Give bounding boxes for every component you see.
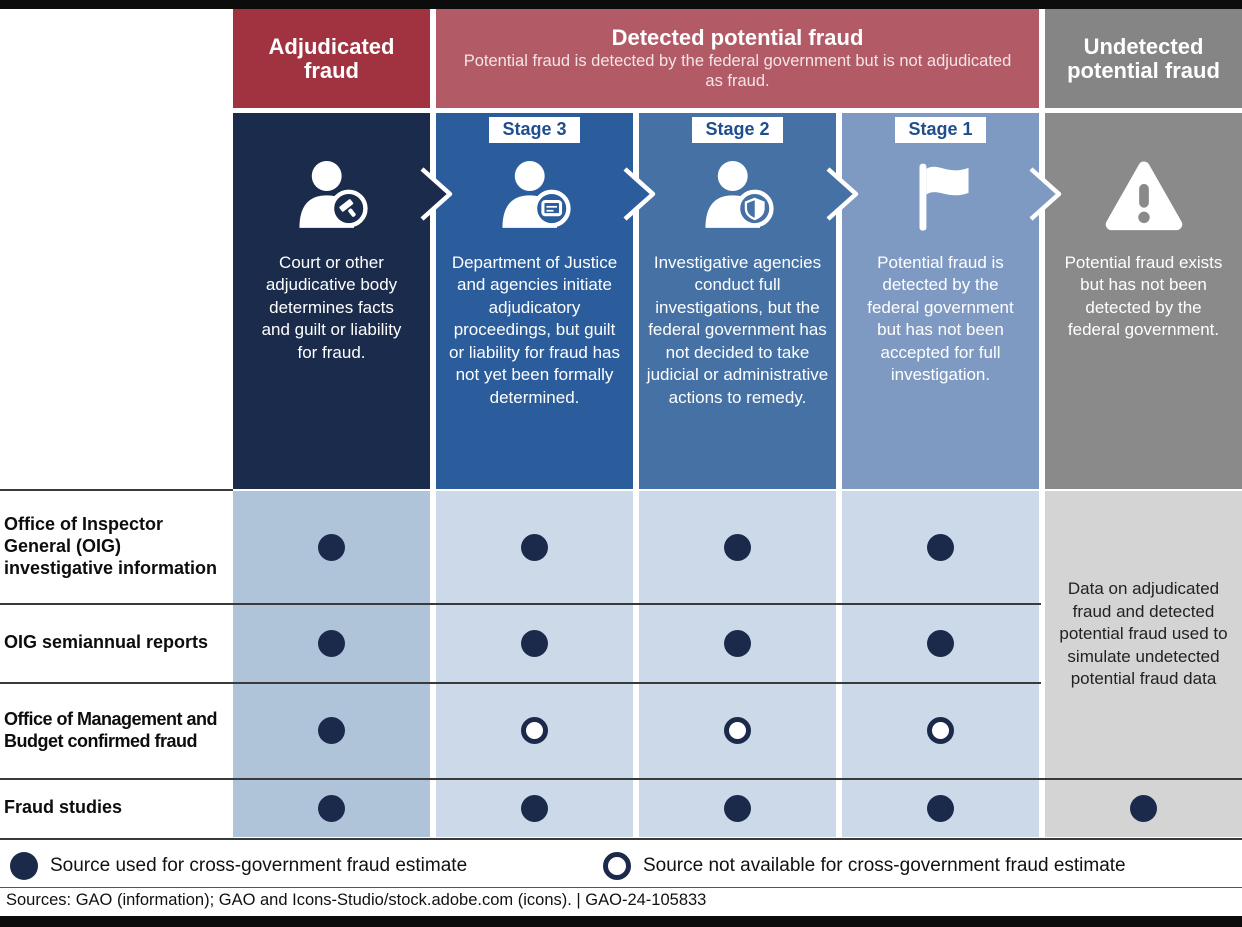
source-marker <box>927 794 954 822</box>
row-divider <box>0 603 1041 605</box>
legend-item-used: Source used for cross-government fraud e… <box>10 848 467 884</box>
stage-block-adjudicated: Court or other adjudicative body determi… <box>233 113 430 489</box>
person-shield-icon <box>694 150 782 245</box>
undetected-data-note: Data on adjudicated fraud and detected p… <box>1045 491 1242 778</box>
matrix-cell <box>842 491 1039 603</box>
chevron-right-icon <box>826 167 859 221</box>
header-title: Undetected potential fraud <box>1067 33 1220 83</box>
matrix-cell <box>436 604 633 682</box>
chevron-right-icon <box>1029 167 1062 221</box>
matrix-cell <box>436 779 633 837</box>
source-marker <box>927 717 954 744</box>
source-marker <box>724 533 751 561</box>
source-marker <box>724 794 751 822</box>
source-marker <box>927 533 954 561</box>
row-label-omb-confirmed-fraud: Office of Management and Budget confirme… <box>4 708 218 751</box>
person-document-icon <box>491 150 579 245</box>
row-label-oig-investigative-information: Office of Inspector General (OIG) invest… <box>4 514 218 578</box>
matrix-cell <box>639 604 836 682</box>
header-subtitle: Potential fraud is detected by the feder… <box>463 52 1012 90</box>
matrix-cell <box>1045 779 1242 837</box>
source-marker <box>1130 794 1157 822</box>
chevron-right-icon <box>420 167 453 221</box>
sources-line: Sources: GAO (information); GAO and Icon… <box>6 891 707 909</box>
header-title: Detected potential fraud <box>611 24 864 50</box>
matrix-cell <box>639 491 836 603</box>
matrix-cell <box>436 683 633 778</box>
legend-item-not-available: Source not available for cross-governmen… <box>603 848 1126 884</box>
header-title: Adjudicated fraud <box>268 33 395 83</box>
stage-badge: Stage 1 <box>895 117 986 143</box>
source-marker <box>521 794 548 822</box>
source-marker <box>318 717 345 744</box>
matrix-cell <box>233 604 430 682</box>
stage-block-stage-2: Stage 2 Investigative agencies conduct f… <box>639 113 836 489</box>
bottom-black-bar <box>0 916 1242 927</box>
stage-block-stage-1: Stage 1 Potential fraud is detected by t… <box>842 113 1039 489</box>
stage-description: Department of Justice and agencies initi… <box>448 253 621 407</box>
matrix-cell <box>842 604 1039 682</box>
matrix-cell <box>233 683 430 778</box>
source-marker <box>521 629 548 657</box>
flag-icon <box>898 150 984 245</box>
legend-label: Source not available for cross-governmen… <box>643 855 1126 876</box>
stage-badge: Stage 3 <box>489 117 580 143</box>
row-divider <box>0 489 233 491</box>
source-marker <box>318 533 345 561</box>
row-label-fraud-studies: Fraud studies <box>4 797 123 818</box>
row-divider <box>0 778 1242 780</box>
open-dot-icon <box>603 852 631 880</box>
source-marker <box>521 533 548 561</box>
source-marker <box>318 629 345 657</box>
matrix-cell <box>436 491 633 603</box>
legend-label: Source used for cross-government fraud e… <box>50 855 468 876</box>
footer-divider <box>0 887 1242 888</box>
source-marker <box>724 629 751 657</box>
filled-dot-icon <box>10 852 38 880</box>
table-bottom-line <box>0 838 1242 840</box>
matrix-cell <box>639 779 836 837</box>
row-label-oig-semiannual-reports: OIG semiannual reports <box>4 632 209 653</box>
warning-triangle-icon <box>1098 150 1190 245</box>
source-marker <box>724 717 751 744</box>
header-detected-potential-fraud: Detected potential fraud Potential fraud… <box>436 9 1039 108</box>
matrix-cell <box>233 491 430 603</box>
person-gavel-icon <box>288 150 376 245</box>
stage-badge: Stage 2 <box>692 117 783 143</box>
stage-description: Potential fraud is detected by the feder… <box>867 253 1014 385</box>
stage-description: Court or other adjudicative body determi… <box>261 253 402 362</box>
stage-block-undetected: Potential fraud exists but has not been … <box>1045 113 1242 489</box>
row-divider <box>0 682 1041 684</box>
top-black-bar <box>0 0 1242 9</box>
header-adjudicated-fraud: Adjudicated fraud <box>233 9 430 108</box>
matrix-cell <box>233 779 430 837</box>
matrix-cell <box>842 779 1039 837</box>
stage-block-stage-3: Stage 3 Department of Justice and agenci… <box>436 113 633 489</box>
source-marker <box>927 629 954 657</box>
stage-description: Investigative agencies conduct full inve… <box>646 253 829 407</box>
stage-description: Potential fraud exists but has not been … <box>1064 253 1223 340</box>
header-undetected-potential-fraud: Undetected potential fraud <box>1045 9 1242 108</box>
source-marker <box>318 794 345 822</box>
source-marker <box>521 717 548 744</box>
matrix-cell <box>639 683 836 778</box>
matrix-cell <box>842 683 1039 778</box>
chevron-right-icon <box>623 167 656 221</box>
